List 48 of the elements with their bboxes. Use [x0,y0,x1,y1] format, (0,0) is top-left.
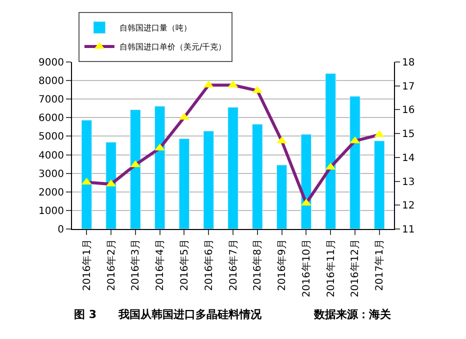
bar [81,120,92,229]
y-tick-label: 8000 [38,76,64,88]
y-tick-label: 6000 [38,113,64,124]
y2-tick-label: 16 [402,105,415,116]
x-tick-label: 2016年3月 [130,239,142,291]
x-tick-label: 2016年4月 [154,239,166,291]
y-tick-label: 9000 [38,58,64,68]
y2-tick-label: 12 [402,200,415,212]
x-tick-label: 2016年6月 [202,239,215,291]
y2-tick-label: 14 [402,152,415,164]
legend-label: 自韩国进口单价（美元/千克） [119,42,226,52]
y2-tick-label: 11 [402,224,415,236]
y2-tick-label: 17 [402,81,415,92]
bar [203,130,214,229]
y2-tick-label: 18 [402,58,415,68]
bar [178,138,190,229]
bar [276,164,288,229]
y-tick-label: 2000 [38,187,64,198]
source-note: 数据来源：海关 [313,308,392,321]
x-tick-label: 2016年1月 [80,239,93,291]
y-tick-label: 5000 [38,132,64,143]
y2-tick-label: 13 [402,176,415,188]
bar [106,142,116,229]
x-tick-label: 2016年7月 [227,239,240,291]
x-tick-label: 2016年10月 [300,239,312,298]
x-tick-label: 2016年12月 [349,239,362,298]
x-tick-label: 2016年2月 [105,239,118,291]
bar [130,109,141,229]
bar [252,124,263,229]
bar [228,107,238,229]
caption: 图 3 我国从韩国进口多晶硅料情况 [74,308,262,321]
x-tick-label: 2016年11月 [324,239,337,298]
bar [300,134,312,229]
bar [350,96,360,229]
y-tick-label: 3000 [38,168,64,180]
x-tick-label: 2016年8月 [252,239,264,291]
bar [325,73,336,229]
y-tick-label: 1000 [38,206,64,217]
bar [154,106,166,229]
y2-tick-label: 15 [402,129,415,140]
y-tick-label: 0 [58,224,64,236]
x-tick-label: 2016年5月 [178,239,190,291]
bar [374,140,385,229]
x-tick-label: 2016年9月 [276,239,288,291]
x-tick-label: 2017年1月 [374,239,386,291]
y-tick-label: 7000 [38,94,64,106]
legend-label: 自韩国进口量（吨） [119,24,192,33]
y-tick-label: 4000 [38,150,64,162]
